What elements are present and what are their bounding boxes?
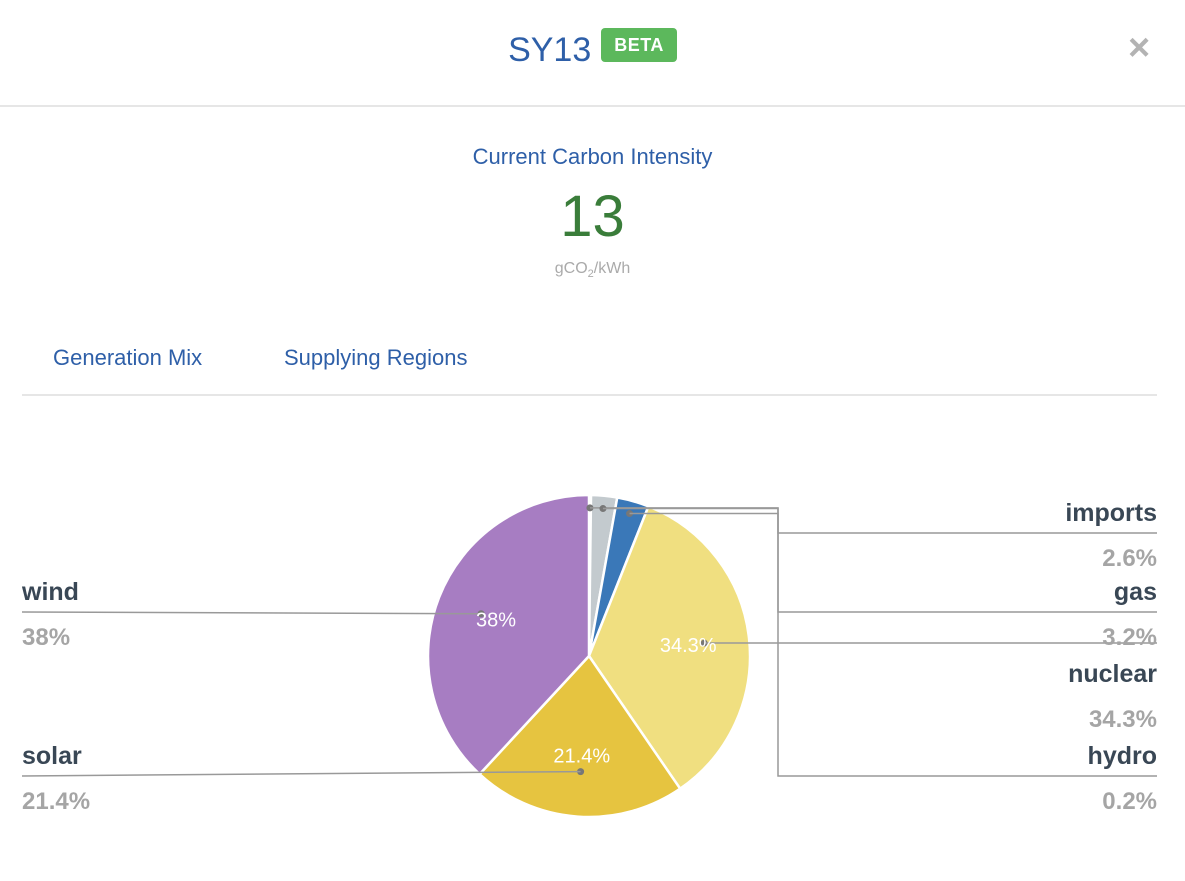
region-title: SY13: [508, 31, 592, 69]
legend-name-nuclear: nuclear: [1068, 660, 1157, 688]
legend-name-solar: solar: [22, 742, 82, 770]
modal-header: SY13 BETA ×: [0, 0, 1185, 107]
title-group: SY13 BETA: [0, 28, 1185, 72]
tab-supplying-regions[interactable]: Supplying Regions: [284, 345, 468, 370]
generation-mix-pie-chart: hydro 0.2% imports 2.6% gas 3.2% nuclear 34.3% 3…: [21, 493, 1157, 819]
legend-name-wind: wind: [21, 578, 79, 606]
close-icon[interactable]: ×: [1128, 27, 1151, 69]
slice-label-solar: 21.4%: [553, 746, 610, 768]
legend-value-solar: 21.4%: [22, 788, 90, 815]
carbon-intensity-unit: gCO2/kWh: [0, 260, 1185, 280]
leader-line-solar: [21, 770, 581, 777]
pie-slice-solar[interactable]: [477, 654, 682, 819]
legend-name-imports: imports: [1065, 499, 1157, 527]
legend-value-hydro: 0.2%: [1102, 788, 1157, 815]
pie-slice-wind[interactable]: [426, 493, 591, 776]
leader-line-gas: [629, 512, 1157, 613]
legend-value-nuclear: 34.3%: [1089, 706, 1157, 733]
unit-suffix: /kWh: [593, 260, 631, 277]
pie-slice-nuclear[interactable]: [587, 504, 752, 791]
tab-generation-mix[interactable]: Generation Mix: [53, 345, 203, 370]
unit-subscript: 2: [587, 268, 594, 281]
carbon-intensity-label: Current Carbon Intensity: [472, 144, 713, 169]
legend-value-wind: 38%: [22, 624, 70, 651]
leader-line-wind: [21, 611, 482, 615]
carbon-intensity-value: 13: [560, 184, 625, 249]
unit-prefix: gCO: [554, 260, 588, 277]
legend-name-hydro: hydro: [1088, 742, 1157, 770]
slice-label-nuclear: 34.3%: [660, 635, 717, 657]
legend-value-imports: 2.6%: [1102, 545, 1157, 572]
leader-dot-wind: [477, 610, 485, 618]
beta-badge: BETA: [601, 28, 677, 62]
slice-label-wind: 38%: [476, 610, 516, 632]
tab-bar: Generation Mix Supplying Regions: [22, 330, 1157, 396]
legend-name-gas: gas: [1114, 578, 1157, 606]
legend-value-gas: 3.2%: [1102, 624, 1157, 651]
